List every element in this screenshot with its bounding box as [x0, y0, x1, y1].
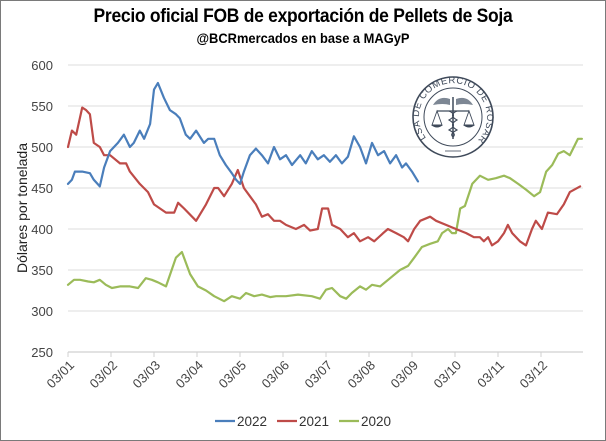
y-tick-label: 500	[31, 140, 53, 155]
y-tick-label: 450	[31, 181, 53, 196]
series-line-2021	[66, 106, 582, 247]
y-axis-label: Dólares por tonelada	[14, 143, 30, 273]
legend-label: 2020	[361, 414, 391, 429]
series-line-2022	[66, 81, 420, 188]
x-tick-label: 03/05	[216, 358, 250, 392]
y-tick-label: 300	[31, 304, 53, 319]
gridlines	[68, 64, 583, 353]
x-tick-label: 03/03	[130, 358, 164, 392]
y-tick-label: 600	[31, 58, 53, 73]
legend: 2022 2021 2020	[215, 414, 391, 429]
x-tick-label: 03/11	[474, 358, 507, 391]
y-tick-label: 250	[31, 345, 53, 360]
x-tick-label: 03/10	[431, 358, 465, 392]
y-tick-label: 350	[31, 263, 53, 278]
bolsa-de-comercio-logo: BOLSA DE COMERCIO DE ROSARIO	[411, 75, 494, 158]
y-tick-label: 400	[31, 222, 53, 237]
y-tick-label: 550	[31, 99, 53, 114]
x-tick-label: 03/01	[44, 358, 78, 392]
x-tick-label: 03/07	[302, 358, 336, 392]
x-tick-label: 03/08	[345, 358, 379, 392]
x-tick-label: 03/06	[259, 358, 293, 392]
chart-title: Precio oficial FOB de exportación de Pel…	[93, 6, 513, 27]
x-axis: 03/01 03/02 03/03 03/04 03/05 03/06 03/07 03/08…	[44, 352, 551, 392]
y-axis-ticks: 250 300 350 400 450 500 550 600	[31, 58, 53, 360]
legend-label: 2022	[237, 414, 267, 429]
x-tick-label: 03/02	[87, 358, 121, 392]
x-tick-label: 03/09	[388, 358, 422, 392]
series-line-2020	[66, 137, 584, 303]
x-tick-label: 03/04	[173, 358, 207, 392]
series-lines	[66, 81, 584, 303]
chart-subtitle: @BCRmercados en base a MAGyP	[196, 30, 410, 46]
legend-label: 2021	[299, 414, 329, 429]
x-tick-label: 03/12	[517, 358, 551, 392]
